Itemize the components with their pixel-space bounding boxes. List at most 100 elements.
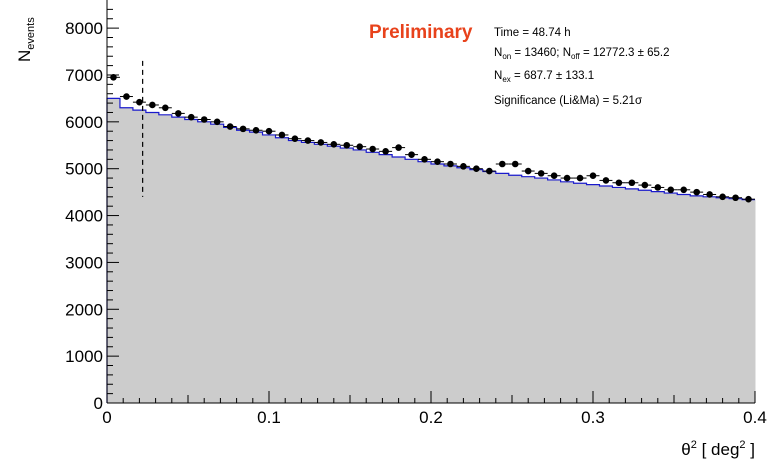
off-bin-fill xyxy=(612,187,626,403)
off-bin-fill xyxy=(249,132,264,403)
x-tick-label: 0.4 xyxy=(743,408,767,427)
off-bin-fill xyxy=(353,149,367,403)
y-axis-title: Nevents xyxy=(15,17,37,62)
on-point xyxy=(550,172,558,180)
off-bin-fill xyxy=(638,190,652,403)
off-bin-fill xyxy=(158,114,173,403)
on-point xyxy=(486,167,493,175)
off-histogram-fill-group xyxy=(107,98,756,404)
off-bin-fill xyxy=(327,146,341,403)
on-points-group xyxy=(107,74,755,203)
y-ticks-group: 0 1000 2000 3000 4000 5000 6000 7000 8000 xyxy=(65,8,119,413)
on-point xyxy=(291,135,299,143)
off-bin-fill xyxy=(690,195,704,403)
on-point xyxy=(421,156,428,163)
on-point xyxy=(460,163,467,170)
x-tick-label: 0 xyxy=(102,408,111,427)
off-bin-fill xyxy=(171,117,186,404)
x-tick-label: 0.2 xyxy=(419,408,443,427)
y-tick-label: 5000 xyxy=(65,160,103,179)
time-annotation: Time = 48.74 h xyxy=(494,27,571,39)
y-tick-label: 8000 xyxy=(65,19,103,38)
on-point xyxy=(356,143,364,150)
off-bin-fill xyxy=(107,98,121,403)
off-bin-fill xyxy=(405,159,419,403)
on-point xyxy=(252,126,260,134)
y-tick-label: 4000 xyxy=(65,207,103,226)
off-bin-fill xyxy=(223,127,238,404)
on-point xyxy=(123,93,130,100)
on-point xyxy=(395,144,402,151)
on-point xyxy=(110,74,117,81)
off-bin-fill xyxy=(456,167,471,403)
on-point xyxy=(226,123,234,130)
on-point xyxy=(654,184,662,191)
on-point xyxy=(278,131,286,139)
non-noff-annotation: Non = 13460; Noff = 12772.3 ± 65.2 xyxy=(494,47,670,61)
on-point xyxy=(330,141,338,148)
off-bin-fill xyxy=(392,156,406,403)
on-point xyxy=(563,174,571,182)
on-point xyxy=(615,179,623,187)
off-bin-fill xyxy=(742,199,756,403)
on-point xyxy=(200,116,208,123)
on-point xyxy=(680,186,688,194)
on-point xyxy=(732,194,739,202)
off-bin-fill xyxy=(586,184,600,403)
off-bin-fill xyxy=(443,165,458,403)
on-point xyxy=(187,113,195,121)
on-point xyxy=(343,141,351,149)
off-bin-fill xyxy=(236,130,251,403)
y-tick-label: 2000 xyxy=(65,300,103,319)
y-tick-label: 7000 xyxy=(65,66,103,85)
off-bin-fill xyxy=(431,164,445,403)
off-bin-fill xyxy=(521,176,536,403)
off-bin-fill xyxy=(482,171,497,403)
on-point xyxy=(576,174,584,182)
off-bin-fill xyxy=(132,110,147,403)
off-bin-fill xyxy=(288,140,302,403)
on-point xyxy=(589,172,597,180)
preliminary-label: Preliminary xyxy=(369,22,473,43)
x-axis-title: θ2 [ deg2 ] xyxy=(681,439,755,459)
on-point xyxy=(136,98,143,106)
on-point xyxy=(317,139,325,146)
off-bin-fill xyxy=(379,154,393,403)
on-point xyxy=(602,177,610,184)
off-bin-fill xyxy=(366,152,380,403)
on-point xyxy=(304,137,312,144)
off-bin-fill xyxy=(599,186,613,403)
on-point xyxy=(369,145,376,153)
on-point xyxy=(162,104,169,112)
on-point xyxy=(706,191,713,198)
x-tick-label: 0.3 xyxy=(581,408,605,427)
off-bin-fill xyxy=(145,112,160,403)
on-point xyxy=(265,127,273,135)
off-bin-fill xyxy=(301,142,315,403)
off-bin-fill xyxy=(495,173,510,403)
off-bin-fill xyxy=(418,161,432,403)
on-point xyxy=(537,170,545,177)
off-bin-fill xyxy=(534,178,549,403)
on-point xyxy=(447,160,454,168)
significance-annotation: Significance (Li&Ma) = 5.21σ xyxy=(494,95,642,107)
on-point xyxy=(511,160,519,168)
nex-annotation: Nex = 687.7 ± 133.1 xyxy=(494,70,594,84)
off-bin-fill xyxy=(651,191,665,403)
off-bin-fill xyxy=(508,175,523,403)
off-bin-fill xyxy=(547,179,562,403)
y-tick-label: 0 xyxy=(94,394,103,413)
on-point xyxy=(719,193,726,201)
off-bin-fill xyxy=(469,169,484,403)
on-point xyxy=(239,125,247,133)
off-bin-fill xyxy=(573,183,588,403)
y-tick-label: 6000 xyxy=(65,113,103,132)
off-bin-fill xyxy=(729,198,743,403)
on-point xyxy=(213,118,221,126)
y-tick-label: 3000 xyxy=(65,253,103,272)
on-point xyxy=(667,186,675,194)
off-bin-fill xyxy=(560,181,575,403)
on-point xyxy=(498,160,506,168)
off-bin-fill xyxy=(677,194,691,403)
